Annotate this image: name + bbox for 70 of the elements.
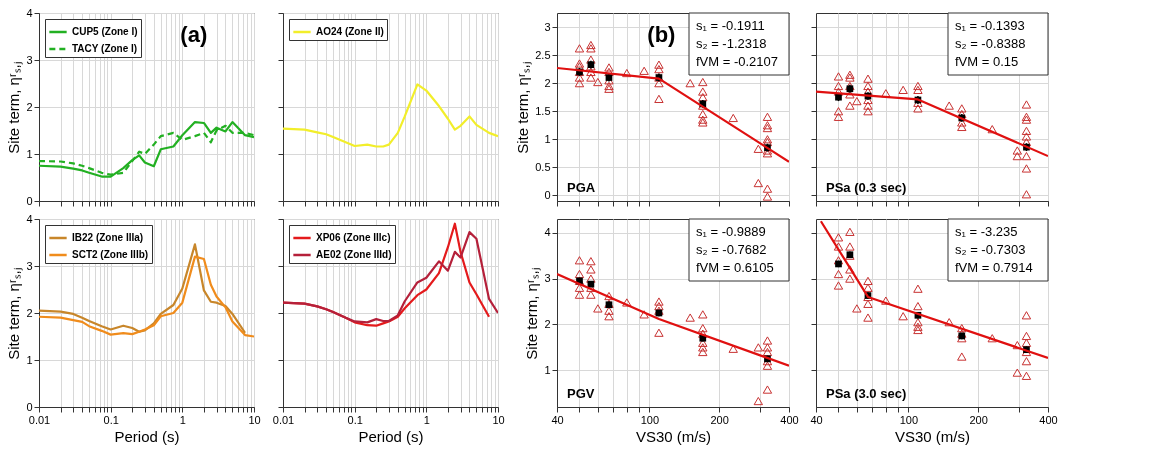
annotation: PGV [567,386,595,401]
y-tick-label: 3 [26,53,33,66]
y-tick-label: 4 [26,212,33,225]
y-tick-label: 1 [26,147,33,160]
legend-label: XP06 (Zone IIIc) [316,232,391,243]
x-tick-label: 40 [810,413,823,426]
x-tick-label: 1 [423,413,430,426]
x-axis-title: Period (s) [114,427,180,445]
y-tick-label: 2 [26,100,33,113]
annotation: s₁ = -3.235 [955,224,1018,239]
y-tick-label: 4 [26,6,33,19]
x-tick-label: 0.01 [28,413,51,426]
annotation: fVM = 0.6105 [696,260,774,275]
y-tick-label: 2 [26,306,33,319]
y-tick-label: 1 [26,353,33,366]
annotation: fVM = -0.2107 [696,54,779,69]
x-tick-label: 0.01 [272,413,295,426]
y-tick-label: 0.5 [535,160,551,173]
x-tick-label: 40 [551,413,564,426]
y-axis-title: Site term, ηʳₛ,ⱼ [514,61,533,154]
annotation: (b) [647,22,676,47]
y-tick-label: 0 [26,400,33,413]
annotation: s₂ = -0.7303 [955,242,1026,257]
y-tick-label: 2 [544,76,551,89]
y-tick-label: 1 [544,363,551,376]
x-tick-label: 10 [248,413,261,426]
y-tick-label: 3 [544,272,551,285]
legend-label: SCT2 (Zone IIIb) [72,249,149,260]
y-axis-title: Site term, ηʳₛ,ⱼ [523,267,542,360]
annotation: s₂ = -0.8388 [955,36,1026,51]
y-tick-label: 2 [544,317,551,330]
legend-label: AO24 (Zone II) [316,26,384,37]
legend-label: TACY (Zone I) [72,43,138,54]
x-axis-title: VS30 (m/s) [635,427,712,445]
legend-label: IB22 (Zone IIIa) [72,232,144,243]
annotation: s₁ = -0.1911 [696,18,765,33]
y-axis-title: Site term, ηʳₛ,ⱼ [5,267,24,360]
x-tick-label: 1 [179,413,186,426]
y-axis-title: Site term, ηʳₛ,ⱼ [5,61,24,154]
x-axis-title: Period (s) [358,427,424,445]
x-tick-label: 100 [640,413,659,426]
x-tick-label: 100 [899,413,918,426]
x-tick-label: 400 [780,413,799,426]
y-tick-label: 1 [544,132,551,145]
x-tick-label: 200 [969,413,988,426]
y-tick-label: 1.5 [535,104,551,117]
y-tick-label: 3 [26,259,33,272]
y-tick-label: 0 [26,194,33,207]
x-axis-title: VS30 (m/s) [894,427,971,445]
annotation: s₂ = -0.7682 [696,242,767,257]
x-tick-label: 0.1 [347,413,363,426]
legend-label: AE02 (Zone IIId) [316,249,392,260]
annotation: s₂ = -1.2318 [696,36,767,51]
annotation: PSa (0.3 sec) [826,180,907,195]
y-tick-label: 4 [544,226,551,239]
x-tick-label: 400 [1039,413,1058,426]
annotation: fVM = 0.7914 [955,260,1033,275]
y-tick-label: 3 [544,20,551,33]
annotation: s₁ = -0.9889 [696,224,766,239]
y-tick-label: 0 [544,188,551,201]
legend-label: CUP5 (Zone I) [72,26,138,37]
annotation: (a) [180,22,208,47]
annotation: PSa (3.0 sec) [826,386,907,401]
x-tick-label: 10 [492,413,505,426]
x-tick-label: 0.1 [103,413,119,426]
annotation: fVM = 0.15 [955,54,1019,69]
annotation: PGA [567,180,596,195]
x-tick-label: 200 [710,413,729,426]
y-tick-label: 2.5 [535,48,551,61]
annotation: s₁ = -0.1393 [955,18,1025,33]
